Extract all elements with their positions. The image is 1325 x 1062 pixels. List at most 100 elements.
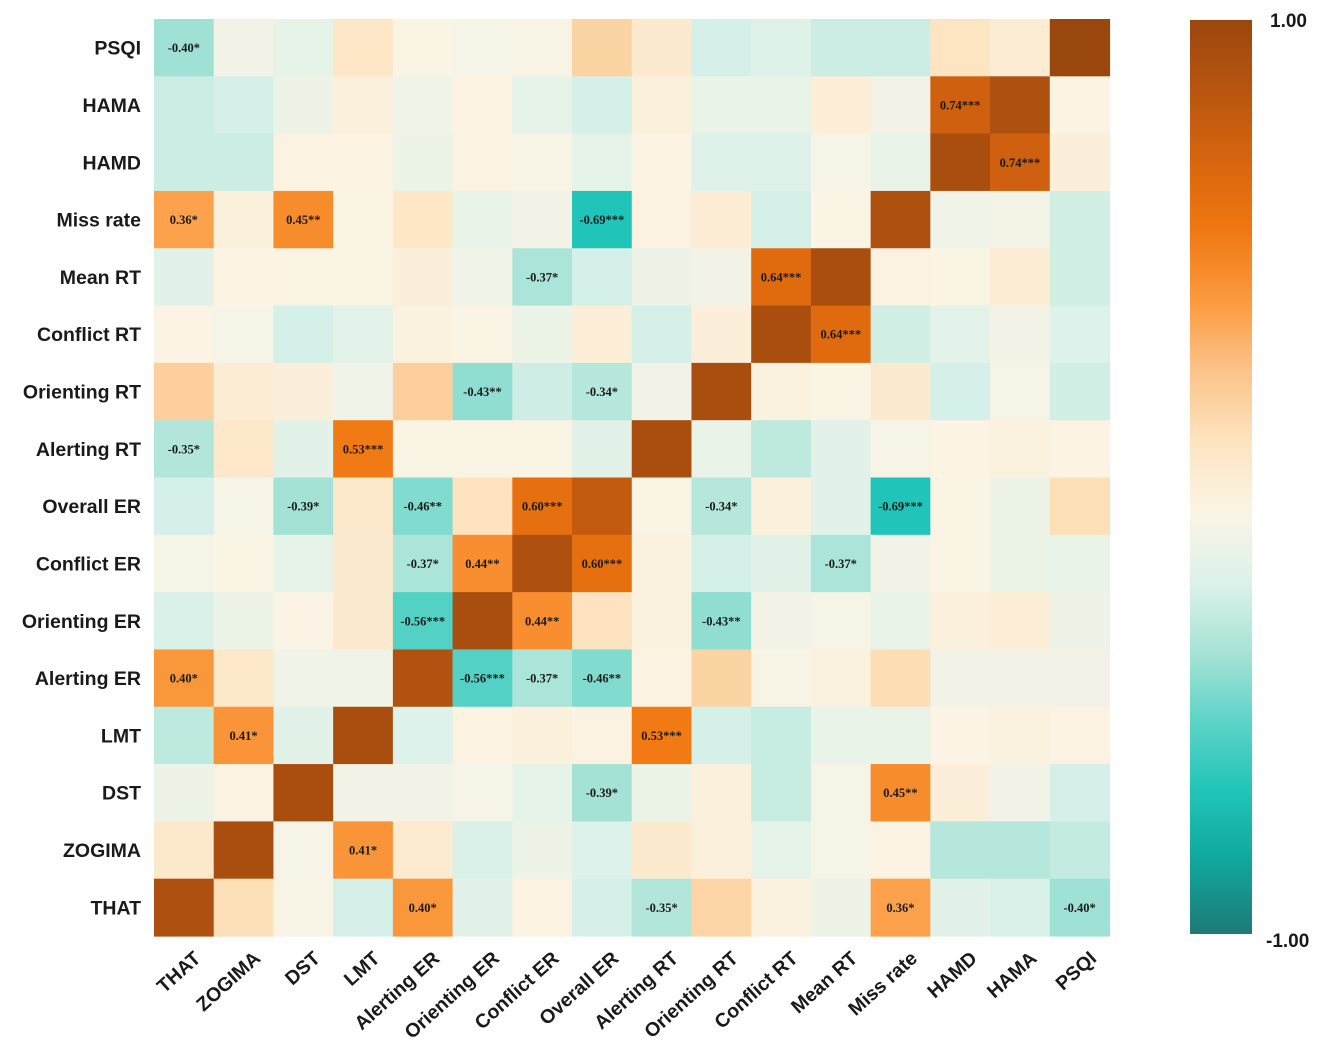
- heatmap-cell: [273, 190, 334, 249]
- heatmap-cell: [572, 133, 633, 192]
- heatmap-cell: [631, 706, 693, 765]
- heatmap-cell: [691, 305, 752, 364]
- heatmap-cell: [452, 649, 513, 708]
- heatmap-cell: [990, 19, 1051, 77]
- heatmap-cell: [333, 649, 394, 708]
- heatmap-cell: [1049, 821, 1111, 880]
- heatmap-cell: [631, 420, 693, 479]
- heatmap-cell: [930, 133, 991, 192]
- heatmap-cell: [213, 19, 275, 77]
- heatmap-cell: [810, 190, 872, 249]
- heatmap-cell: [870, 764, 931, 822]
- heatmap-cell: [392, 821, 454, 880]
- heatmap-cell: [810, 19, 872, 77]
- heatmap-cell: [990, 477, 1051, 536]
- heatmap-cell: [512, 420, 573, 479]
- heatmap-cell: [990, 534, 1051, 593]
- heatmap-cell: [273, 248, 334, 307]
- heatmap-annotations: -0.40* 0.74*** 0.74*** 0.36* 0.45** -0.69*** -…: [168, 41, 1096, 915]
- heatmap-cell: [154, 706, 215, 765]
- heatmap-cell: [751, 420, 812, 479]
- heatmap-cell: [333, 878, 394, 937]
- heatmap-cell: [810, 76, 872, 135]
- heatmap-cell: [512, 19, 573, 77]
- heatmap-cell: [930, 649, 991, 708]
- heatmap-cell: [572, 764, 633, 822]
- cell-annotation: -0.35*: [645, 901, 677, 915]
- heatmap-cell: [392, 190, 454, 249]
- heatmap-cell: [213, 821, 275, 880]
- heatmap-cell: [810, 248, 872, 307]
- heatmap-cell: [751, 534, 812, 593]
- heatmap-cell: [273, 706, 334, 765]
- heatmap-cell: [751, 706, 812, 765]
- heatmap-cell: [631, 477, 693, 536]
- heatmap-cell: [870, 592, 931, 651]
- heatmap-cell: [213, 649, 275, 708]
- heatmap-cell: [572, 477, 633, 536]
- heatmap-cell: [213, 592, 275, 651]
- colorbar: 1.00 -1.00: [1190, 11, 1309, 952]
- heatmap-cell: [572, 19, 633, 77]
- heatmap-cell: [631, 821, 693, 880]
- heatmap-cell: [930, 821, 991, 880]
- heatmap-cell: [512, 706, 573, 765]
- heatmap-cell: [213, 878, 275, 937]
- cell-annotation: -0.35*: [168, 442, 200, 456]
- heatmap-cell: [333, 477, 394, 536]
- heatmap-cell: [631, 305, 693, 364]
- heatmap-cell: [631, 76, 693, 135]
- heatmap-cell: [751, 305, 812, 364]
- heatmap-cell: [870, 133, 931, 192]
- heatmap-cell: [333, 76, 394, 135]
- heatmap-cell: [452, 362, 513, 421]
- heatmap-cell: [213, 133, 275, 192]
- heatmap-cell: [452, 821, 513, 880]
- cell-annotation: 0.64***: [820, 328, 861, 342]
- heatmap-cell: [572, 878, 633, 937]
- heatmap-cell: [930, 420, 991, 479]
- heatmap-cell: [810, 706, 872, 765]
- heatmap-cell: [392, 305, 454, 364]
- heatmap-cell: [691, 649, 752, 708]
- heatmap-cell: [930, 477, 991, 536]
- heatmap-cell: [213, 362, 275, 421]
- cell-annotation: 0.41*: [230, 729, 258, 743]
- heatmap-cell: [512, 248, 573, 307]
- cell-annotation: -0.40*: [1063, 901, 1095, 915]
- heatmap-cell: [990, 592, 1051, 651]
- x-tick-label: ZOGIMA: [192, 947, 265, 1016]
- heatmap-cell: [1049, 649, 1111, 708]
- heatmap-cell: [572, 420, 633, 479]
- heatmap-cell: [631, 362, 693, 421]
- heatmap-cell: [691, 19, 752, 77]
- cell-annotation: 0.44**: [465, 557, 499, 571]
- heatmap-cell: [631, 190, 693, 249]
- x-tick-label: THAT: [153, 947, 205, 997]
- y-tick-label: Alerting RT: [36, 439, 141, 461]
- cell-annotation: 0.60***: [582, 557, 623, 571]
- heatmap-cell: [930, 592, 991, 651]
- heatmap-cell: [631, 764, 693, 822]
- heatmap-cell: [751, 133, 812, 192]
- heatmap-cell: [810, 878, 872, 937]
- heatmap-cell: [452, 534, 513, 593]
- heatmap-cell: [154, 764, 215, 822]
- heatmap-cell: [572, 592, 633, 651]
- heatmap-cell: [452, 19, 513, 77]
- heatmap-cell: [930, 878, 991, 937]
- heatmap-cell: [810, 420, 872, 479]
- heatmap-cell: [392, 764, 454, 822]
- heatmap-cell: [990, 133, 1051, 192]
- heatmap-cell: [273, 649, 334, 708]
- heatmap-cell: [333, 764, 394, 822]
- heatmap-cell: [691, 477, 752, 536]
- y-tick-label: PSQI: [94, 38, 141, 60]
- heatmap-cell: [452, 133, 513, 192]
- cell-annotation: -0.34*: [705, 500, 737, 514]
- heatmap-cell: [1049, 477, 1111, 536]
- heatmap-cell: [333, 706, 394, 765]
- heatmap-cell: [452, 706, 513, 765]
- heatmap-cell: [154, 305, 215, 364]
